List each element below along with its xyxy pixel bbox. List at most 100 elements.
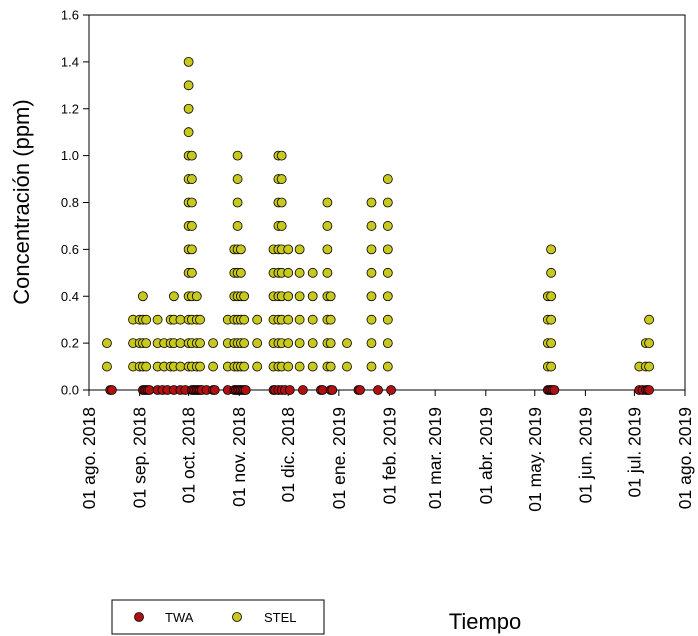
stel-point [102,361,112,372]
stel-point [183,127,194,138]
y-tick-label: 1.4 [61,54,79,69]
stel-point [191,291,202,302]
twa-point [284,385,295,395]
stel-point [294,291,305,302]
stel-point [252,314,263,325]
y-tick-label: 0.6 [61,242,79,257]
stel-point [186,150,197,161]
stel-point [382,314,393,325]
stel-point [546,338,557,349]
stel-point [325,314,336,325]
stel-point [102,338,112,349]
stel-point [183,103,194,114]
twa-point [373,385,383,395]
x-axis-title: Tiempo [449,609,522,634]
x-tick-label: 01 sep. 2018 [130,407,150,508]
stel-point [366,197,377,208]
y-tick-label: 0.2 [61,336,79,351]
stel-point [294,267,305,278]
stel-point [644,338,654,349]
stel-point [283,267,294,278]
stel-point [239,291,250,302]
stel-point [232,150,243,161]
stel-point [307,314,318,325]
stel-point [322,244,333,255]
twa-point [327,385,338,395]
y-axis-title: Concentración (ppm) [9,99,34,304]
stel-point [366,244,377,255]
twa-point [106,385,117,395]
stel-point [322,221,333,231]
stel-point [382,338,393,349]
data-points [102,56,654,395]
stel-point [141,361,152,372]
stel-point [366,361,377,372]
stel-point [141,314,152,325]
twa-point [355,385,365,395]
x-tick-label: 01 may. 2019 [525,407,545,512]
stel-point [137,291,148,302]
stel-point [322,197,333,208]
stel-point [294,314,305,325]
stel-point [325,338,336,349]
y-tick-label: 0.8 [61,195,79,210]
twa-point [549,385,560,395]
stel-point [175,314,186,325]
stel-point [175,361,186,372]
stel-point [195,338,205,349]
y-tick-label: 0.0 [61,383,79,398]
stel-point [546,244,557,255]
y-tick-label: 1.2 [61,101,79,116]
stel-point [546,267,557,278]
stel-point [252,338,263,349]
stel-point [644,361,654,372]
stel-point [366,221,377,231]
stel-point [366,291,377,302]
stel-point [366,338,377,349]
twa-point [240,385,251,395]
stel-point [342,338,352,349]
stel-point [382,267,393,278]
stel-point [382,221,393,231]
x-tick-label: 01 jun. 2019 [575,407,595,503]
stel-point [186,197,197,208]
stel-point [546,291,557,302]
stel-point [169,291,179,302]
stel-point [141,338,152,349]
stel-point [307,291,318,302]
y-tick-label: 1.0 [61,148,79,163]
stel-point [235,244,246,255]
stel-point [276,221,287,231]
stel-point [186,267,197,278]
stel-point [175,338,186,349]
stel-point [276,197,287,208]
stel-point [232,197,243,208]
stel-point [382,244,393,255]
x-tick-label: 01 mar. 2019 [425,407,445,509]
twa-point [644,385,654,395]
stel-point [366,267,377,278]
stel-point [232,174,243,184]
twa-point [317,385,328,395]
y-tick-label: 0.4 [61,289,79,304]
legend-stel-label: STEL [264,610,297,625]
stel-point [644,314,654,325]
stel-point [208,361,218,372]
x-tick-label: 01 ene. 2019 [329,407,349,509]
stel-point [382,197,393,208]
twa-point [209,385,220,395]
legend-twa-marker [134,612,144,622]
legend-stel-marker [232,612,242,622]
stel-point [342,361,352,372]
x-tick-label: 01 ago. 2019 [675,407,695,509]
legend: TWA STEL [111,599,325,635]
x-tick-label: 01 nov. 2018 [229,407,249,507]
x-axis-ticks: 01 ago. 2018 01 sep. 2018 01 oct. 2018 01 n… [79,390,695,512]
stel-point [276,174,287,184]
stel-point [183,56,194,67]
stel-point [546,361,557,372]
stel-point [283,314,294,325]
stel-point [195,314,205,325]
stel-point [283,361,294,372]
twa-point [298,385,308,395]
